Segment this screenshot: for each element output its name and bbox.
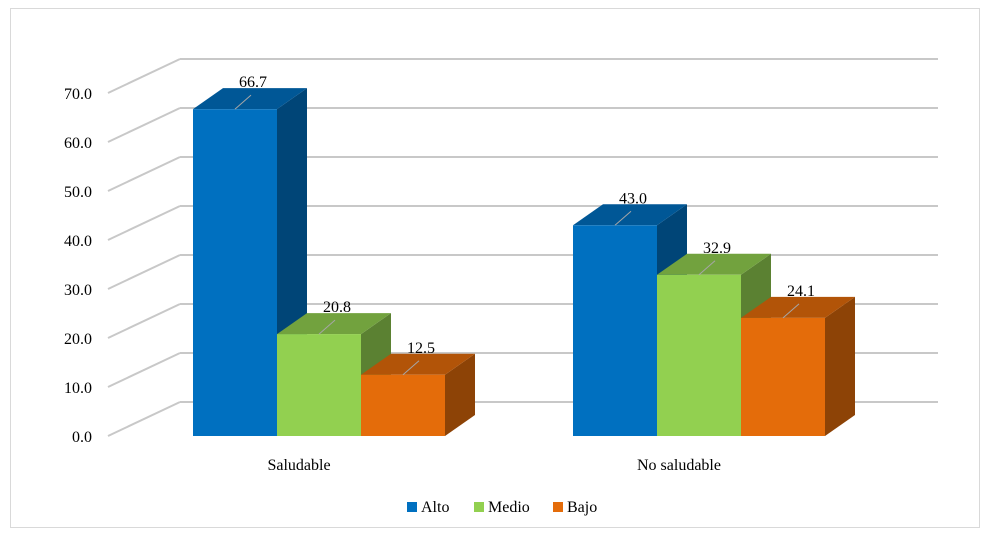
- data-label: 12.5: [407, 340, 435, 357]
- y-tick-label: 10.0: [64, 380, 92, 397]
- legend-swatch: [474, 502, 484, 512]
- data-label-leader: [234, 94, 252, 110]
- bar: [741, 317, 825, 436]
- y-tick-label: 0.0: [72, 429, 92, 446]
- bar-side: [445, 353, 475, 436]
- data-labels: 66.7 20.8 12.5 43.0 32.9 24.1: [234, 74, 815, 376]
- y-axis-ticks: 0.0 10.0 20.0 30.0 40.0 50.0 60.0 70.0: [64, 86, 92, 446]
- gridline-side: [107, 107, 181, 143]
- y-tick-label: 60.0: [64, 135, 92, 152]
- data-label: 20.8: [323, 299, 351, 316]
- gridline-side: [107, 254, 181, 290]
- bar: [573, 225, 657, 436]
- data-label-leader: [782, 303, 800, 319]
- y-tick-label: 70.0: [64, 86, 92, 103]
- gridline-side: [107, 303, 181, 339]
- bar: [657, 274, 741, 436]
- legend-label: Bajo: [567, 499, 597, 516]
- bar-top: [361, 353, 475, 375]
- gridline-side: [107, 352, 181, 388]
- data-label-leader: [318, 319, 336, 335]
- category-label: No saludable: [637, 457, 721, 474]
- bar-top: [193, 88, 307, 110]
- bar-top: [741, 296, 855, 318]
- data-label-leader: [698, 260, 716, 276]
- bar: [361, 374, 445, 436]
- chart-frame: [10, 8, 980, 528]
- gridline-side: [107, 401, 181, 437]
- bar: [193, 109, 277, 437]
- y-tick-label: 50.0: [64, 184, 92, 201]
- data-label-leader: [402, 360, 420, 376]
- legend-label: Medio: [488, 499, 530, 516]
- legend: Alto Medio Bajo: [407, 499, 597, 516]
- y-tick-label: 20.0: [64, 331, 92, 348]
- data-label: 32.9: [703, 240, 731, 257]
- bar-top: [657, 253, 771, 275]
- gridline-side: [107, 58, 181, 94]
- bar-top: [277, 313, 391, 335]
- bars: [193, 88, 855, 437]
- legend-label: Alto: [421, 499, 449, 516]
- y-tick-label: 30.0: [64, 282, 92, 299]
- gridline-side: [107, 156, 181, 192]
- data-label-leader: [614, 210, 632, 226]
- y-tick-label: 40.0: [64, 233, 92, 250]
- legend-swatch: [407, 502, 417, 512]
- data-label: 24.1: [787, 283, 815, 300]
- bar-side: [825, 296, 855, 436]
- data-label: 66.7: [239, 74, 267, 91]
- bar-top: [573, 204, 687, 226]
- data-label: 43.0: [619, 190, 647, 207]
- gridline-side: [107, 205, 181, 241]
- category-labels: Saludable No saludable: [267, 457, 721, 474]
- category-label: Saludable: [267, 457, 330, 474]
- bar: [277, 334, 361, 436]
- legend-swatch: [553, 502, 563, 512]
